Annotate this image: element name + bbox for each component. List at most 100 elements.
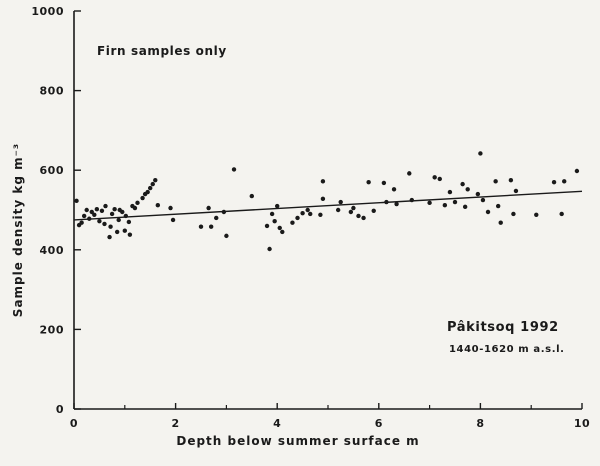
data-point [224,233,229,239]
data-point [318,212,323,217]
data-point [102,221,107,227]
data-point [87,216,92,221]
data-point [381,180,387,186]
data-point [103,203,108,209]
x-tick-label: 8 [476,417,484,430]
data-point [437,176,442,182]
data-point [107,234,112,240]
data-point [108,224,113,229]
data-point [460,181,465,187]
data-point [465,187,470,192]
data-point [214,215,219,221]
data-point [208,224,214,229]
data-point [356,213,361,219]
data-point [264,223,270,229]
y-tick-label: 600 [40,164,64,177]
data-point [249,193,254,199]
data-point [485,209,491,215]
x-tick-label: 2 [172,417,180,430]
data-point [513,188,519,194]
y-tick-label: 800 [40,85,64,98]
x-axis-title: Depth below summer surface m [176,434,419,448]
data-point [508,177,514,183]
data-point [153,177,158,183]
y-tick-label: 200 [40,323,64,336]
data-point [120,209,125,215]
data-point [132,205,138,211]
data-point [114,229,120,235]
data-point [280,229,285,235]
data-point [123,213,129,219]
x-tick-label: 6 [375,417,383,430]
data-point [574,168,580,174]
data-point [480,197,486,203]
data-point [127,232,133,237]
data-point [409,197,415,203]
data-point [559,211,564,217]
data-point [150,181,155,187]
data-point [498,220,503,225]
data-point [361,215,366,221]
y-tick-label: 1000 [31,5,64,18]
data-point [269,211,275,217]
data-point [221,209,227,215]
data-point [155,203,161,208]
data-point [112,207,117,212]
data-point [478,151,483,156]
data-point [89,209,94,215]
data-point [168,205,173,211]
data-point [290,220,295,225]
data-point [84,207,89,213]
data-point [148,185,153,191]
data-point [300,210,305,216]
data-point [198,224,204,229]
annotation-firn-note: Firn samples only [97,44,227,58]
data-point [135,200,140,206]
y-tick-label: 0 [56,403,64,416]
data-point [116,217,121,223]
data-point [427,200,432,206]
data-point [452,199,458,205]
data-point [145,189,150,195]
data-point [320,196,326,202]
data-point [493,179,498,184]
data-point [231,167,237,172]
data-point [351,205,356,211]
data-point [432,175,437,180]
data-point [92,212,97,217]
y-axis-title: Sample density kg m⁻³ [11,143,25,317]
data-point [442,203,448,208]
data-point [81,213,87,219]
data-point [275,203,280,209]
data-point [170,217,176,223]
data-point [495,203,501,209]
trend-line-group [73,190,583,221]
data-point [79,220,84,225]
x-tick-label: 10 [574,417,590,430]
data-point [126,219,132,225]
data-point [99,208,105,213]
data-point [206,205,211,211]
data-point [534,212,539,217]
data-point [511,211,516,217]
data-point [305,207,310,213]
data-point [308,211,313,217]
data-point [335,207,341,213]
data-point [109,211,115,217]
data-point [475,191,481,197]
data-point [551,179,557,185]
data-point [447,189,453,195]
y-tick-label: 400 [40,244,64,257]
data-point [295,215,300,221]
data-point [562,179,567,184]
x-tick-label: 4 [273,417,281,430]
data-point [272,218,277,224]
annotation-elevation: 1440-1620 m a.s.l. [449,344,565,355]
data-point [407,171,412,176]
annotation-site: Pâkitsoq 1992 [447,320,559,335]
data-points [74,151,580,252]
data-point [277,225,282,231]
data-point [366,179,371,185]
